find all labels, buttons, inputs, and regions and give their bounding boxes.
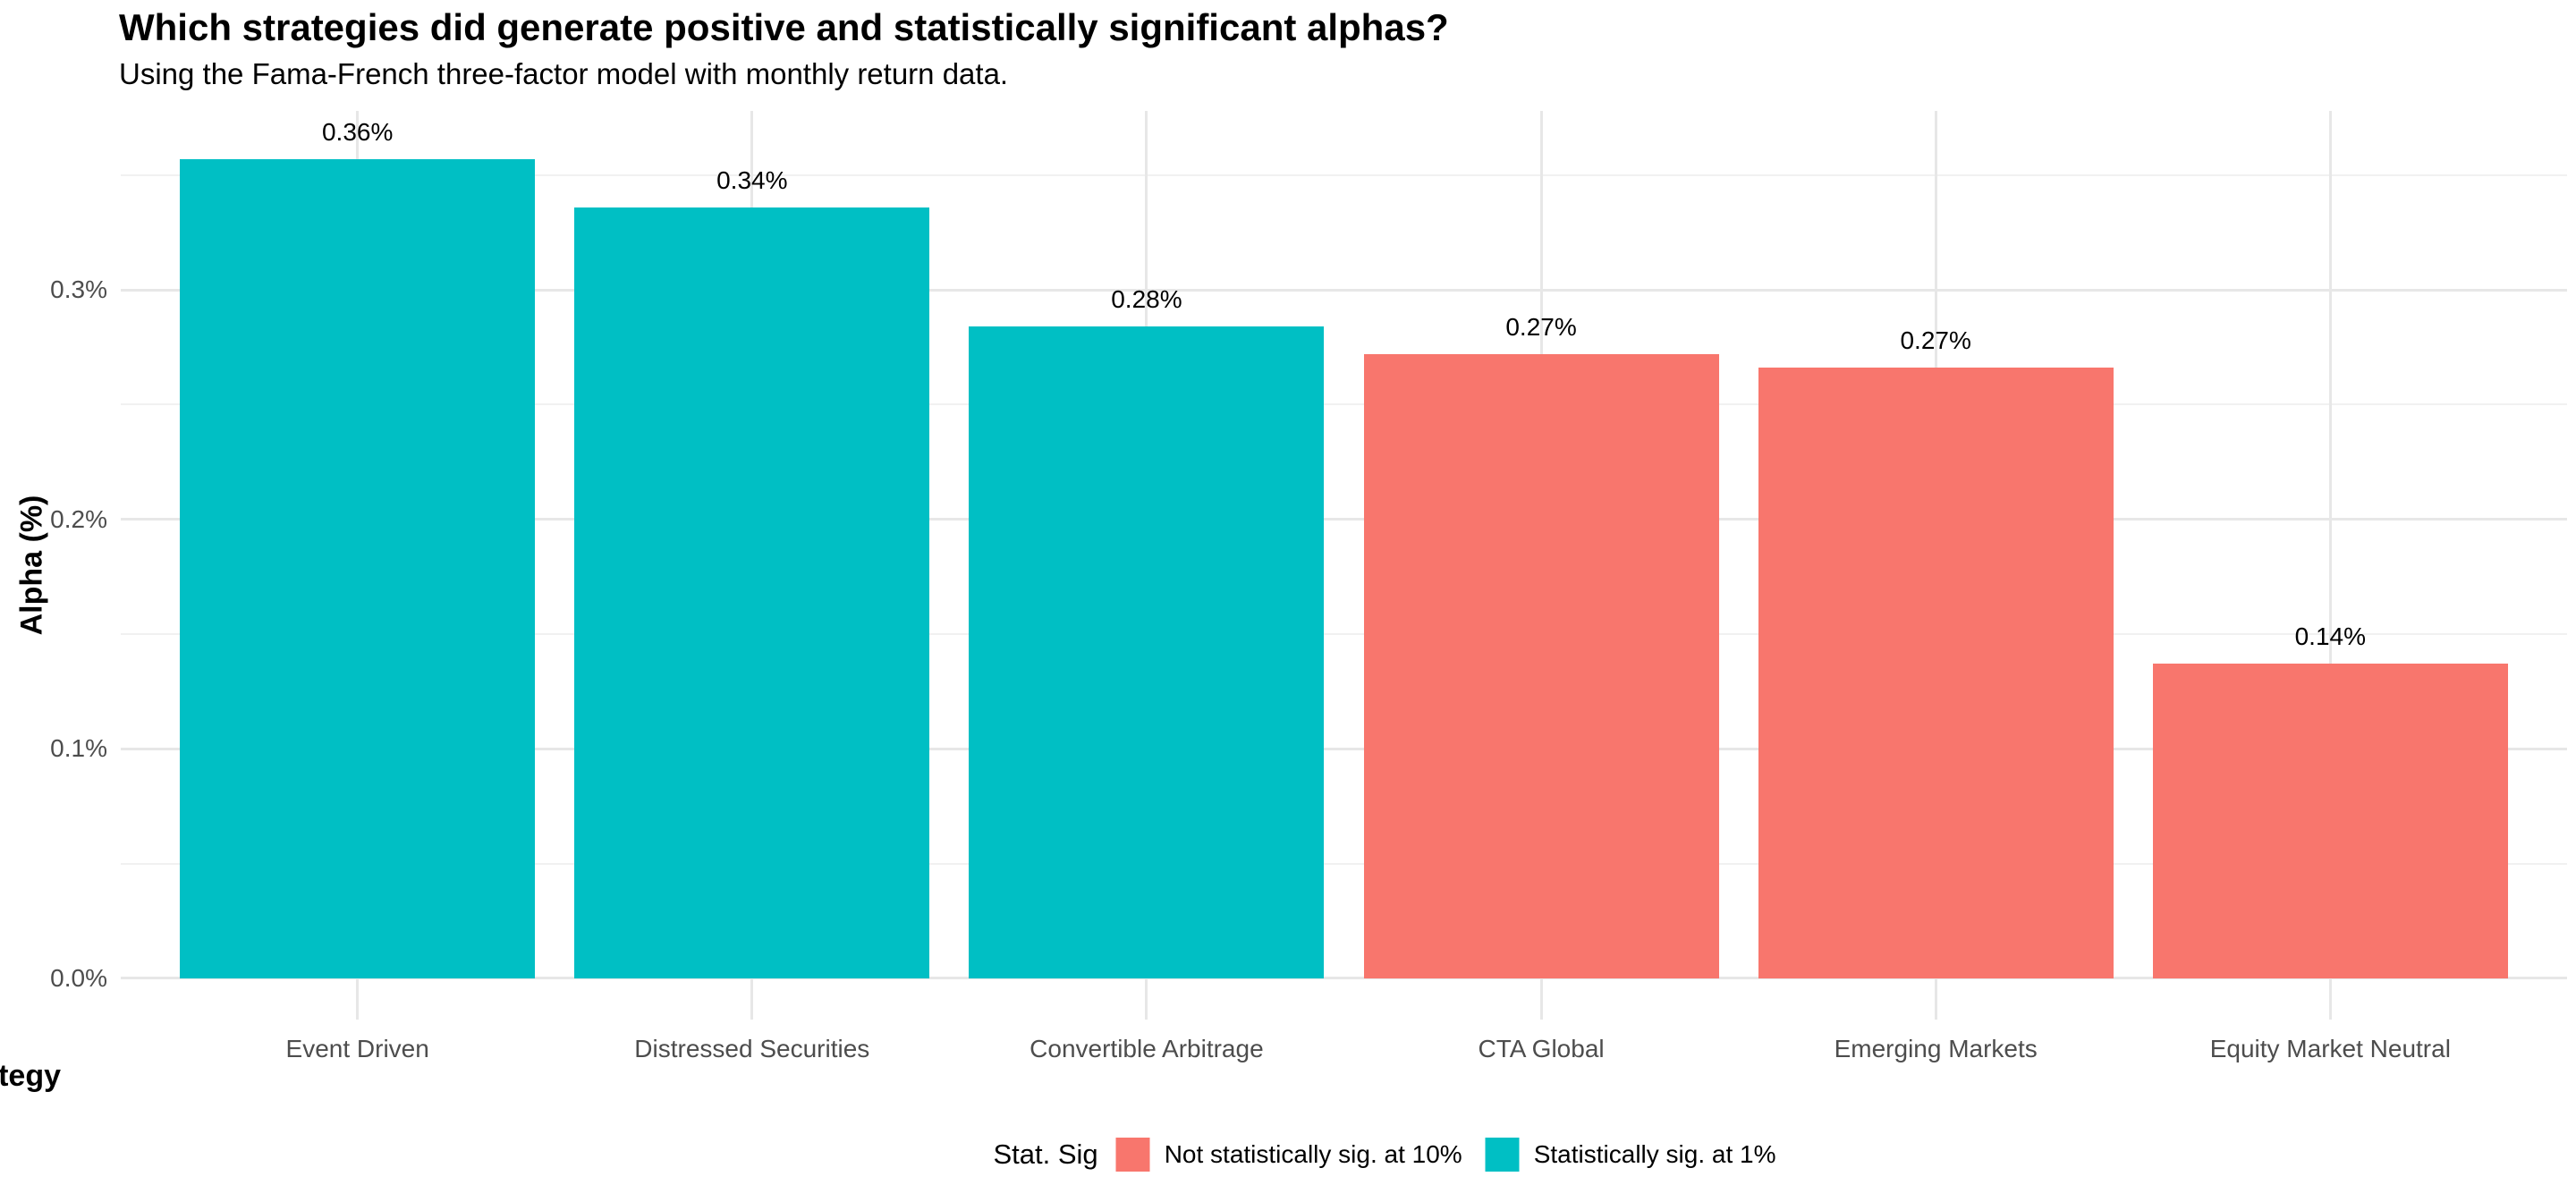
bar-event-driven: [180, 158, 536, 978]
major-gridline: [121, 977, 2567, 980]
y-tick-label: 0.2%: [50, 504, 107, 533]
major-gridline: [121, 747, 2567, 750]
bar-equity-market-neutral: [2152, 664, 2508, 978]
bar-value-label: 0.28%: [1111, 285, 1182, 314]
y-tick-label: 0.0%: [50, 963, 107, 992]
x-axis-title: Strategy: [0, 1059, 62, 1093]
minor-gridline: [121, 862, 2567, 865]
y-axis-title: Alpha (%): [14, 495, 49, 636]
bar-emerging-markets: [1758, 368, 2114, 978]
legend-swatch-icon: [1115, 1138, 1150, 1172]
bar-cta-global: [1363, 353, 1719, 978]
x-tick-label-event-driven: Event Driven: [285, 1035, 429, 1062]
major-gridline: [121, 288, 2567, 292]
x-tick-label-distressed-securities: Distressed Securities: [634, 1035, 870, 1062]
y-tick-label: 0.3%: [50, 275, 107, 304]
bar-value-label: 0.36%: [321, 117, 394, 146]
vertical-gridline: [2328, 111, 2332, 1020]
minor-gridline: [121, 632, 2567, 635]
bar-value-label: 0.14%: [2294, 622, 2367, 651]
legend-swatch-icon: [1485, 1138, 1520, 1172]
y-tick-label: 0.1%: [50, 734, 107, 763]
bar-value-label: 0.27%: [1900, 326, 1971, 355]
x-tick-label-equity-market-neutral: Equity Market Neutral: [2209, 1035, 2451, 1062]
chart-subtitle: Using the Fama-French three-factor model…: [119, 57, 1009, 90]
legend-items: Not statistically sig. at 10% Statistical…: [1115, 1138, 1776, 1172]
legend-title: Stat. Sig: [993, 1139, 1098, 1170]
major-gridline: [121, 518, 2567, 521]
legend-item-label: Not statistically sig. at 10%: [1164, 1140, 1462, 1168]
bar-value-label: 0.34%: [716, 165, 788, 194]
minor-gridline: [121, 174, 2567, 176]
bar-value-label: 0.27%: [1505, 312, 1577, 341]
bar-convertible-arbitrage: [969, 326, 1325, 978]
legend-item-label: Statistically sig. at 1%: [1533, 1140, 1776, 1168]
chart-title: Which strategies did generate positive a…: [119, 6, 1449, 48]
bar-distressed-securities: [574, 207, 930, 978]
plot-panel: 0.36% 0.34% 0.28% 0.27% 0.27% 0.14%: [121, 111, 2567, 1020]
minor-gridline: [121, 403, 2567, 406]
x-tick-label-convertible-arbitrage: Convertible Arbitrage: [1030, 1035, 1264, 1062]
x-tick-label-cta-global: CTA Global: [1478, 1035, 1605, 1062]
legend: Stat. Sig Not statistically sig. at 10% S…: [994, 1138, 1776, 1172]
x-tick-label-emerging-markets: Emerging Markets: [1834, 1035, 2038, 1062]
legend-item-not-sig-10pct: Not statistically sig. at 10%: [1115, 1138, 1462, 1172]
legend-item-sig-1pct: Statistically sig. at 1%: [1485, 1138, 1776, 1172]
